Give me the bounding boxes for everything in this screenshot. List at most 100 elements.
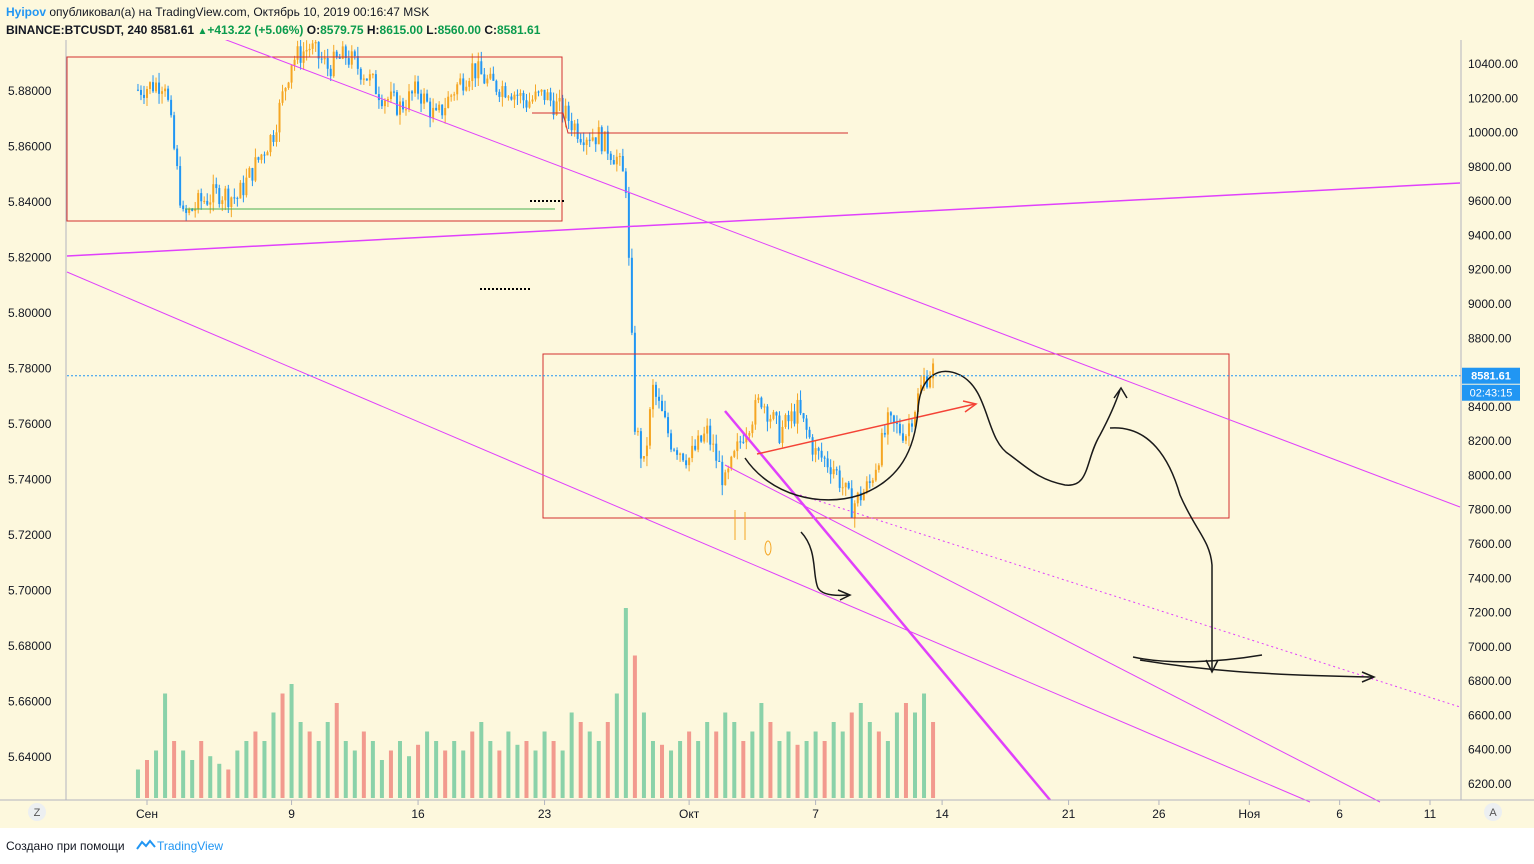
candle-body [847,482,850,489]
trendline-channel-upper[interactable] [200,40,1461,508]
candle-body [139,89,142,95]
zoom-button[interactable]: Z [28,803,46,821]
forecast-arrow-head [962,400,978,413]
step-line[interactable] [532,112,848,134]
candle-body [389,91,392,100]
candle-body [218,188,221,204]
small-arrow[interactable] [800,531,849,597]
volume-bar [804,741,809,798]
volume-bar [515,744,520,798]
price-chart[interactable]: 5.88000 5.86000 5.84000 5.82000 5.80000 5.780… [0,40,1534,828]
candle-body [164,88,167,92]
volume-bar [822,741,827,798]
candle-body [898,423,901,434]
volume-bar [768,722,773,798]
last-price-tag-text: 8581.61 [1471,371,1511,383]
candle-body [251,168,254,181]
auto-scale-button[interactable]: A [1484,803,1502,821]
forecast-arrow-line[interactable] [756,403,976,455]
candle-body [498,91,501,97]
candle-body [721,461,724,486]
candle-body [441,104,444,116]
footer-made-with: Создано при помощи [6,839,125,853]
candle-body [639,431,642,459]
trendline-steep[interactable] [724,410,1051,801]
time-axis-tick-label: Окт [679,807,700,821]
candle-body [317,41,320,59]
volume-bars [135,608,936,798]
candle-body [923,376,926,385]
candle-body [477,61,480,79]
candle-body [850,488,853,518]
candle-body [152,82,155,92]
volume-bar [912,712,917,798]
candle-body [832,469,835,475]
left-axis-tick-label: 5.78000 [8,362,52,376]
volume-bar [732,722,737,798]
candle-body [371,74,374,76]
left-axis-tick-label: 5.84000 [8,195,52,209]
drop-curve[interactable] [1109,427,1213,670]
candle-body [323,57,326,60]
up-arrow-icon: ▲ [197,26,208,37]
candle-body [805,418,808,430]
candle-body [540,89,543,92]
footer-brand-link[interactable]: TradingView [157,839,224,853]
candle-body [209,202,212,205]
volume-bar [849,712,854,798]
time-axis[interactable]: Сен 9 16 23 Окт 7 14 21 26 Ноя 6 11 [136,800,1437,821]
target-line[interactable] [1132,654,1263,663]
right-axis-tick-label: 7800.00 [1468,503,1512,517]
trendline-channel-lower[interactable] [66,271,1311,803]
candle-body [528,101,531,108]
auto-scale-button-bg[interactable] [1484,803,1502,821]
open-value: 8579.75 [320,23,364,37]
volume-bar [858,703,863,798]
auto-scale-icon[interactable]: A [1489,807,1497,819]
right-axis-tick-label: 8400.00 [1468,400,1512,414]
candle-body [929,378,932,388]
forecast-curve[interactable] [744,370,1121,501]
right-axis[interactable]: 10400.00 10200.00 10000.00 9800.00 9600.00 94… [1468,57,1518,791]
candle-body [173,115,176,149]
high-label: H: [366,23,380,37]
volume-bar [560,750,565,798]
candle-body [688,458,691,466]
publish-info: Hyipov опубликовал(а) на TradingView.com… [6,5,429,19]
trendline-rising[interactable] [66,182,1461,257]
volume-bar [506,731,511,798]
range-box-lower[interactable] [542,353,1230,519]
candle-body [910,423,913,427]
candle-body [742,441,745,443]
author-name[interactable]: Hyipov [6,5,47,19]
zoom-icon[interactable]: Z [34,807,41,819]
open-label: O: [306,23,321,37]
trendline-dotted[interactable] [799,494,1461,708]
candle-body [715,443,718,461]
left-axis-tick-label: 5.68000 [8,639,52,653]
zoom-button-bg[interactable] [28,803,46,821]
candle-body [260,154,263,160]
countdown-tag-text: 02:43:15 [1470,388,1513,400]
candle-body [167,88,170,100]
tradingview-logo-icon[interactable] [136,838,156,852]
candle-body [405,109,408,111]
candle-body [513,94,516,100]
candle-body [335,51,338,58]
candle-body [401,101,404,110]
trendline-parallel[interactable] [724,464,1381,803]
volume-bar [135,769,140,798]
candle-body [703,433,706,442]
candle-body [510,96,513,100]
candle-body [781,426,784,443]
range-box-upper[interactable] [66,56,563,222]
time-axis-tick-label: 16 [411,807,425,821]
time-axis-tick-label: 23 [538,807,552,821]
candle-body [492,73,495,81]
candle-body [784,415,787,427]
candle-body [362,78,365,80]
left-axis[interactable]: 5.88000 5.86000 5.84000 5.82000 5.80000 5.780… [8,84,52,764]
candle-body [676,450,679,455]
volume-bar [452,741,457,798]
sideways-arrow[interactable] [1139,659,1373,678]
